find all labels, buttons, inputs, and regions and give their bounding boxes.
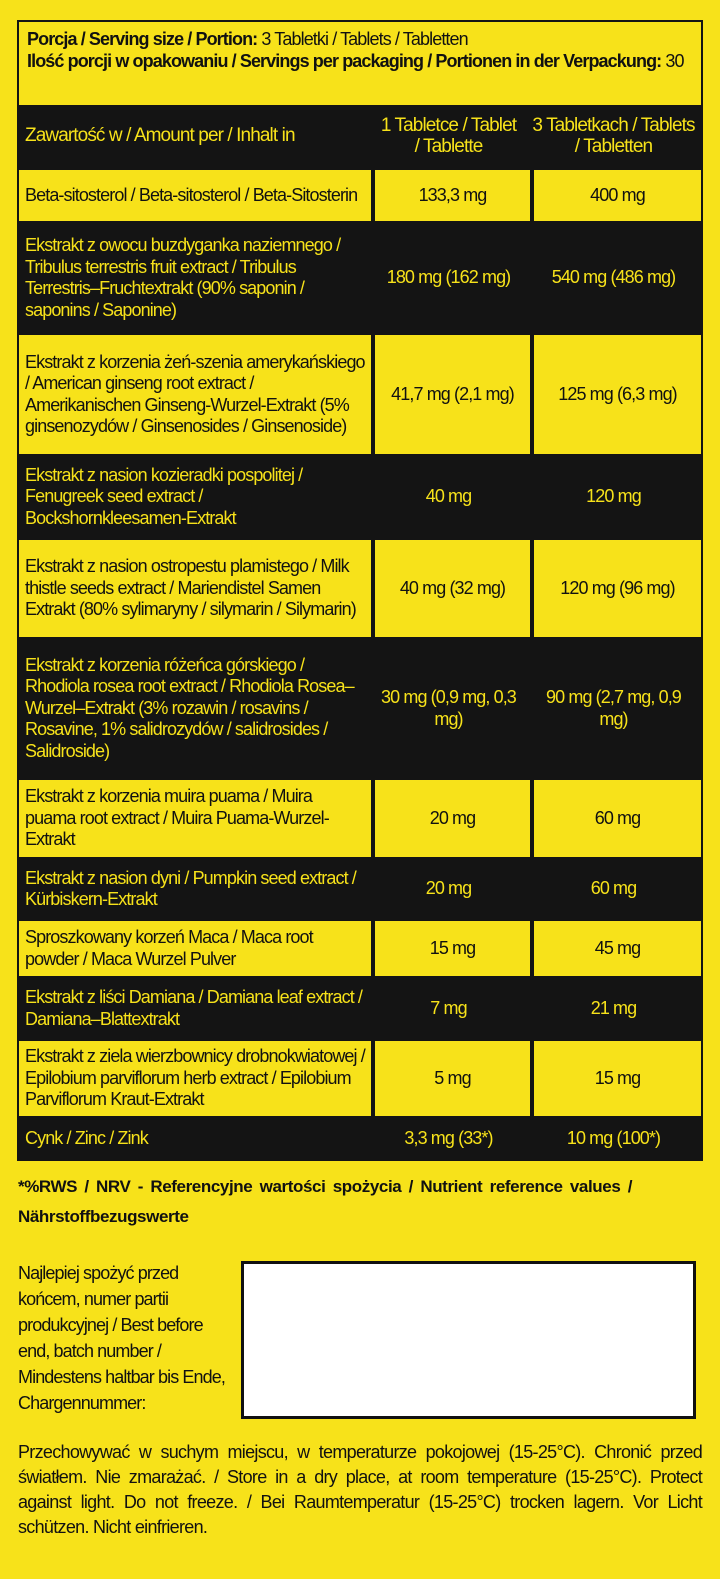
ingredient-name: Ekstrakt z nasion dyni / Pumpkin seed ex… xyxy=(25,867,357,910)
nrv-footnote: *%RWS / NRV - Referencyjne wartości spoż… xyxy=(18,1177,633,1226)
ingredient-name: Ekstrakt z nasion ostropestu plamistego … xyxy=(19,540,371,637)
supplement-facts-table: Porcja / Serving size / Portion: 3 Table… xyxy=(17,20,703,1161)
table-row: Ekstrakt z liści Damiana / Damiana leaf … xyxy=(19,979,701,1038)
ingredient-name: Ekstrakt z korzenia muira puama / Muira … xyxy=(19,780,371,857)
amount-per-serving: 10 mg (100*) xyxy=(566,1128,661,1149)
ingredient-name: Ekstrakt z ziela wierzbownicy drobnokwia… xyxy=(19,1041,371,1116)
table-row: Ekstrakt z ziela wierzbownicy drobnokwia… xyxy=(19,1038,701,1119)
amount-per-tablet: 40 mg xyxy=(425,486,472,507)
ingredient-name: Ekstrakt z owocu buzdyganka naziemnego /… xyxy=(25,235,341,320)
amount-per-serving: 21 mg xyxy=(590,997,637,1018)
serving-info: Porcja / Serving size / Portion: 3 Table… xyxy=(19,22,701,105)
table-row: Sproszkowany korzeń Maca / Maca root pow… xyxy=(19,918,701,979)
amount-per-tablet: 7 mg xyxy=(430,997,467,1018)
table-row: Ekstrakt z korzenia różeńca górskiego / … xyxy=(19,640,701,777)
header-per-3-tablets: 3 Tabletkach / Tablets / Tabletten xyxy=(532,114,695,158)
amount-per-serving: 15 mg xyxy=(534,1041,701,1116)
ingredient-name: Ekstrakt z liści Damiana / Damiana leaf … xyxy=(25,987,363,1029)
amount-per-tablet: 3,3 mg (33*) xyxy=(404,1128,493,1149)
amount-per-tablet: 30 mg (0,9 mg, 0,3 mg) xyxy=(381,687,517,729)
amount-per-serving: 90 mg (2,7 mg, 0,9 mg) xyxy=(546,687,682,729)
ingredient-name: Sproszkowany korzeń Maca / Maca root pow… xyxy=(19,921,371,976)
ingredient-name: Cynk / Zinc / Zink xyxy=(25,1128,149,1149)
ingredient-name: Beta-sitosterol / Beta-sitosterol / Beta… xyxy=(19,170,371,221)
table-row: Ekstrakt z nasion kozieradki pospolitej … xyxy=(19,457,701,537)
amount-per-tablet: 41,7 mg (2,1 mg) xyxy=(375,335,530,454)
table-row: Ekstrakt z korzenia muira puama / Muira … xyxy=(19,777,701,860)
batch-number-box xyxy=(241,1261,696,1419)
header-amount-per: Zawartość w / Amount per / Inhalt in xyxy=(25,125,296,147)
storage-instructions: Przechowywać w suchym miejscu, w tempera… xyxy=(18,1442,703,1537)
best-before-label: Najlepiej spożyć przed końcem, numer par… xyxy=(18,1263,226,1413)
amount-per-tablet: 180 mg (162 mg) xyxy=(386,267,511,288)
amount-per-tablet: 40 mg (32 mg) xyxy=(375,540,530,637)
header-per-tablet: 1 Tabletce / Tablet / Tablette xyxy=(380,114,517,158)
amount-per-serving: 120 mg (96 mg) xyxy=(534,540,701,637)
amount-per-serving: 60 mg xyxy=(590,878,637,899)
serving-size-value: 3 Tabletki / Tablets / Tabletten xyxy=(261,29,468,49)
amount-per-serving: 120 mg xyxy=(586,486,642,507)
table-row: Ekstrakt z owocu buzdyganka naziemnego /… xyxy=(19,224,701,332)
servings-count-value: 30 xyxy=(665,51,684,71)
table-row: Cynk / Zinc / Zink 3,3 mg (33*) 10 mg (100… xyxy=(19,1119,701,1159)
table-header: Zawartość w / Amount per / Inhalt in 1 T… xyxy=(19,105,701,167)
amount-per-serving: 125 mg (6,3 mg) xyxy=(534,335,701,454)
table-row: Ekstrakt z nasion dyni / Pumpkin seed ex… xyxy=(19,860,701,918)
amount-per-tablet: 20 mg xyxy=(375,780,530,857)
amount-per-tablet: 15 mg xyxy=(375,921,530,976)
amount-per-tablet: 133,3 mg xyxy=(375,170,530,221)
amount-per-tablet: 5 mg xyxy=(375,1041,530,1116)
amount-per-serving: 540 mg (486 mg) xyxy=(551,267,676,288)
amount-per-serving: 400 mg xyxy=(534,170,701,221)
table-row: Beta-sitosterol / Beta-sitosterol / Beta… xyxy=(19,167,701,224)
servings-count-label: Ilość porcji w opakowaniu / Servings per… xyxy=(27,51,662,71)
table-row: Ekstrakt z nasion ostropestu plamistego … xyxy=(19,537,701,640)
ingredient-name: Ekstrakt z nasion kozieradki pospolitej … xyxy=(25,464,303,528)
amount-per-tablet: 20 mg xyxy=(425,878,472,899)
table-row: Ekstrakt z korzenia żeń-szenia amerykańs… xyxy=(19,332,701,457)
ingredient-name: Ekstrakt z korzenia żeń-szenia amerykańs… xyxy=(19,335,371,454)
amount-per-serving: 60 mg xyxy=(534,780,701,857)
serving-size-label: Porcja / Serving size / Portion: xyxy=(27,29,258,49)
amount-per-serving: 45 mg xyxy=(534,921,701,976)
ingredient-name: Ekstrakt z korzenia różeńca górskiego / … xyxy=(25,654,355,761)
